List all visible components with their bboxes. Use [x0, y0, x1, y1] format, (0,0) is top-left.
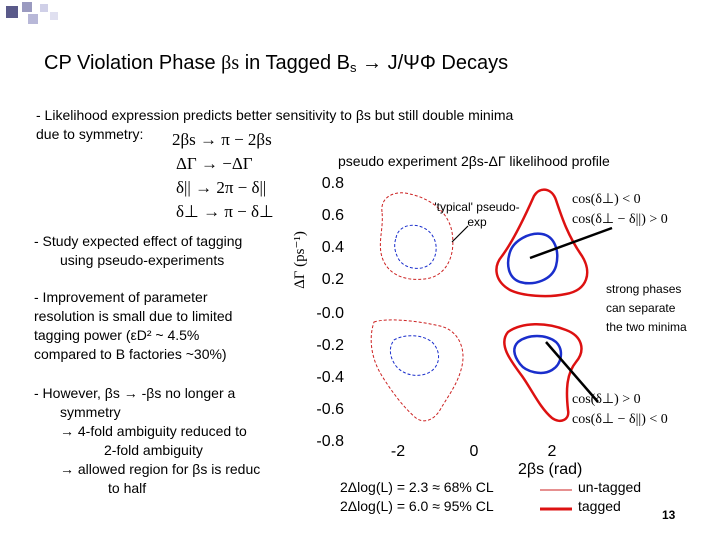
bullet-line: to half [108, 480, 147, 496]
symmetry-equations: 2βs → π − 2βs ΔΓ → −ΔΓ δ|| → 2π − δ|| δ⊥… [168, 128, 274, 224]
legend-untagged: un-tagged [578, 479, 642, 495]
strong-phases-label: strong phases can separate the two minim… [606, 280, 687, 337]
y-tick-label: -0.0 [316, 305, 344, 322]
equation: ΔΓ → −ΔΓ [176, 154, 253, 173]
y-tick-label: 0.6 [322, 207, 344, 224]
decoration-square [40, 4, 48, 12]
y-tick-label: 0.2 [322, 271, 344, 288]
cos-lower-labels: cos(δ⊥) > 0 cos(δ⊥ − δ||) < 0 [572, 390, 668, 430]
x-axis-label: 2βs (rad) [518, 461, 582, 478]
decoration-square [6, 6, 18, 18]
title-beta: βs [221, 52, 240, 74]
bullet-line: → allowed region for βs is reduc [60, 461, 261, 477]
page-number: 13 [662, 508, 676, 522]
y-tick-label: -0.8 [316, 433, 344, 450]
bullet-line: using pseudo-experiments [60, 252, 225, 268]
tagged-contour-68-upper [506, 232, 559, 285]
cos-label: cos(δ⊥) > 0 [572, 392, 641, 407]
tagged-contour-68-lower [513, 334, 563, 375]
y-tick-label: 0.4 [322, 239, 344, 256]
bullet-tagging: - Study expected effect of tagging using… [34, 232, 242, 270]
bullet-improvement: - Improvement of parameter resolution is… [34, 288, 232, 364]
equation: δ⊥ → π − δ⊥ [176, 202, 274, 221]
title-subscript: s [349, 60, 357, 75]
decoration-square [28, 14, 38, 24]
legend-confidence-levels: 2Δlog(L) = 2.3 ≈ 68% CL 2Δlog(L) = 6.0 ≈… [340, 478, 494, 516]
x-tick-label: 2 [548, 443, 557, 460]
untagged-contour-95-lower [370, 319, 464, 422]
bullet-line: - However, βs → -βs no longer a [34, 385, 236, 401]
cos-upper-labels: cos(δ⊥) < 0 cos(δ⊥ − δ||) > 0 [572, 190, 668, 230]
tagged-contour-95-upper [495, 188, 589, 298]
typical-pseudo-exp-arrow [451, 225, 469, 243]
y-axis-label: ΔΓ (ps⁻¹) [292, 231, 308, 289]
title-text: CP Violation Phase [44, 52, 222, 74]
bullet-line: resolution is small due to limited [34, 308, 233, 324]
upper-cos-arrow [529, 226, 613, 260]
bullet-line: - Study expected effect of tagging [34, 233, 243, 249]
y-tick-label: -0.2 [316, 337, 344, 354]
untagged-contour-68-lower [389, 335, 439, 376]
typical-label-text: 'typical' pseudo-exp [434, 200, 520, 229]
bullet-line: symmetry [60, 404, 121, 420]
bullet-line: - Improvement of parameter [34, 289, 208, 305]
untagged-contour-68-upper [379, 192, 454, 280]
legend-tagged: tagged [578, 498, 621, 514]
strong-phases-line: the two minima [606, 320, 687, 334]
bullet-line: compared to B factories ~30%) [34, 346, 227, 362]
bullet-line: 2-fold ambiguity [104, 442, 203, 458]
legend-cl-68: 2Δlog(L) = 2.3 ≈ 68% CL [340, 479, 494, 495]
title-text-end: → J/ΨΦ Decays [356, 52, 509, 74]
tagged-contour-95-lower [503, 323, 583, 422]
decoration-square [22, 2, 32, 12]
strong-phases-line: can separate [606, 301, 676, 315]
untagged-contour-68-upper-inner [394, 224, 437, 269]
bullet-however: - However, βs → -βs no longer a symmetry… [34, 384, 282, 498]
strong-phases-line: strong phases [606, 282, 682, 296]
bullet-line: tagging power (εD² ~ 4.5% [34, 327, 200, 343]
cos-label: cos(δ⊥ − δ||) < 0 [572, 412, 668, 427]
plot-title: pseudo experiment 2βs-ΔΓ likelihood prof… [338, 153, 610, 169]
lower-cos-arrow [545, 341, 599, 403]
slide-title: CP Violation Phase βs in Tagged Bs → J/Ψ… [44, 52, 508, 75]
equation: δ|| → 2π − δ|| [176, 178, 267, 197]
y-tick-label: -0.6 [316, 401, 344, 418]
cos-label: cos(δ⊥) < 0 [572, 192, 641, 207]
bullet-line: due to symmetry: [36, 126, 144, 142]
legend-tagging: un-tagged tagged [578, 478, 641, 516]
cos-label: cos(δ⊥ − δ||) > 0 [572, 212, 668, 227]
bullet-likelihood: - Likelihood expression predicts better … [36, 106, 513, 144]
x-tick-label: -2 [391, 443, 405, 460]
y-tick-label: -0.4 [316, 369, 344, 386]
title-text-rest: in Tagged B [239, 52, 350, 74]
x-tick-label: 0 [470, 443, 479, 460]
decoration-square [50, 12, 58, 20]
legend-cl-95: 2Δlog(L) = 6.0 ≈ 95% CL [340, 498, 494, 514]
bullet-line: → 4-fold ambiguity reduced to [60, 423, 247, 439]
y-tick-label: 0.8 [322, 175, 344, 192]
equation: 2βs → π − 2βs [172, 130, 272, 149]
bullet-line: - Likelihood expression predicts better … [36, 107, 514, 123]
typical-pseudo-exp-label: 'typical' pseudo-exp [434, 200, 520, 230]
